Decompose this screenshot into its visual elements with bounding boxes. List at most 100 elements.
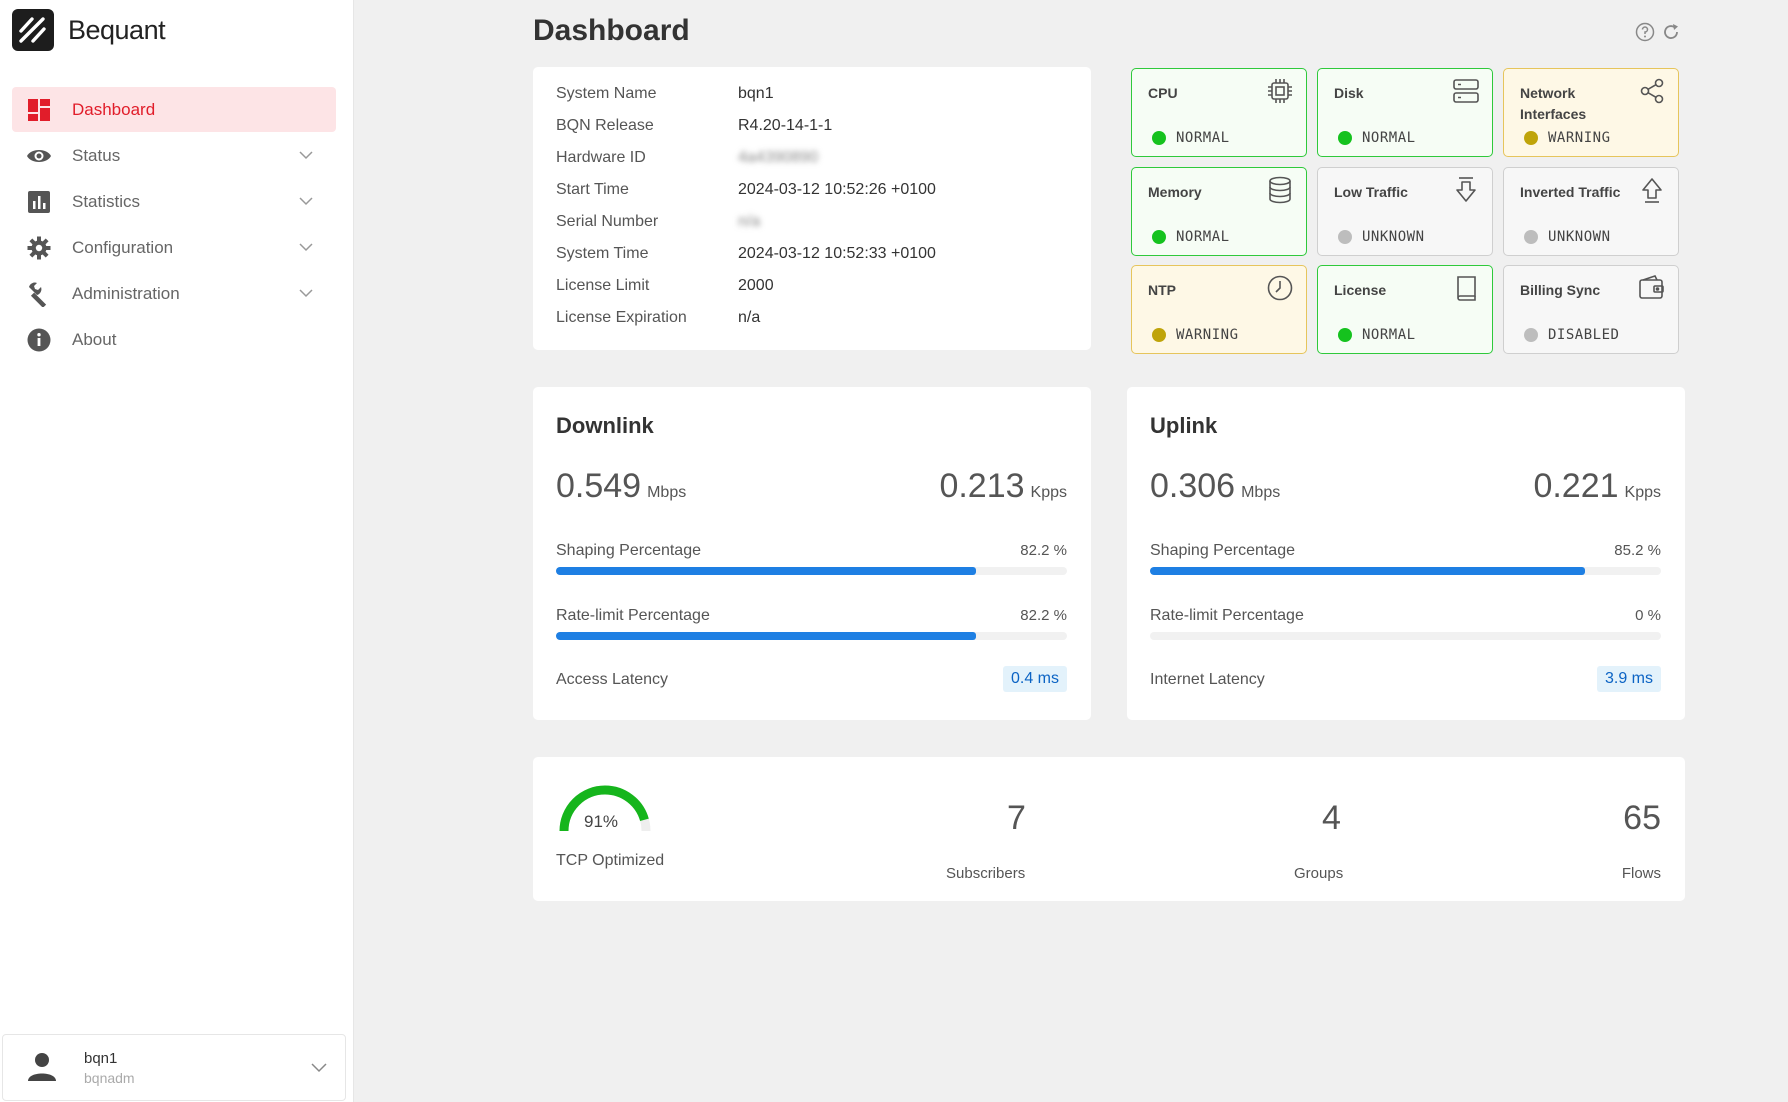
uplink-ratelimit-bar: [1150, 632, 1661, 640]
info-key: License Limit: [556, 277, 650, 294]
flows-label: Flows: [1621, 865, 1661, 882]
status-tile-ntp[interactable]: NTP WARNING: [1131, 265, 1307, 354]
uplink-shaping-bar-fill: [1150, 567, 1586, 575]
uplink-card: Uplink 0.306 Mbps 0.221 Kpps Shaping Perce…: [1127, 387, 1685, 720]
status-text: NORMAL: [1362, 327, 1416, 343]
info-value: 2024-03-12 10:52:33 +0100: [738, 245, 936, 262]
downlink-shaping-bar-fill: [556, 567, 977, 575]
info-value: n/a: [738, 213, 761, 230]
tcp-optimized-value: 91%: [584, 812, 619, 831]
info-value: 4a4390890: [738, 149, 819, 166]
downlink-title: Downlink: [556, 413, 654, 438]
chevron-down-icon[interactable]: [296, 237, 316, 257]
user-menu[interactable]: bqn1 bqnadm: [2, 1034, 346, 1101]
brand-logo[interactable]: Bequant: [12, 9, 166, 51]
downlink-shaping-value: 82.2 %: [1020, 542, 1067, 559]
status-tile-inverted-traffic[interactable]: Inverted Traffic UNKNOWN: [1503, 167, 1679, 256]
status-text: NORMAL: [1176, 130, 1230, 146]
sidebar-item-configuration[interactable]: Configuration: [12, 225, 336, 270]
share-icon: [1638, 77, 1666, 105]
status-text: NORMAL: [1362, 130, 1416, 146]
status-dot: [1152, 230, 1166, 244]
chevron-down-icon[interactable]: [296, 191, 316, 211]
status-tile-status: UNKNOWN: [1338, 229, 1425, 245]
downlink-throughput: 0.549 Mbps: [556, 467, 687, 505]
help-icon[interactable]: [1635, 22, 1655, 47]
status-tile-status: WARNING: [1524, 130, 1611, 146]
status-tile-license[interactable]: License NORMAL: [1317, 265, 1493, 354]
clock-icon: [1266, 274, 1294, 302]
brand-name: Bequant: [68, 14, 166, 45]
sidebar-item-about[interactable]: About: [12, 317, 336, 362]
uplink-ratelimit-label: Rate-limit Percentage: [1150, 607, 1304, 624]
downlink-latency-badge: 0.4 ms: [1002, 666, 1067, 692]
page-title: Dashboard: [533, 14, 690, 47]
downlink-ratelimit-label: Rate-limit Percentage: [556, 607, 710, 624]
status-tile-disk[interactable]: Disk NORMAL: [1317, 68, 1493, 157]
status-tile-status: NORMAL: [1338, 130, 1416, 146]
status-tile-status: NORMAL: [1152, 229, 1230, 245]
uplink-ratelimit-value: 0 %: [1635, 607, 1661, 624]
uplink-title: Uplink: [1150, 413, 1218, 438]
status-tile-status: UNKNOWN: [1524, 229, 1611, 245]
status-dot: [1338, 131, 1352, 145]
status-tile-network-interfaces[interactable]: Network Interfaces WARNING: [1503, 68, 1679, 157]
info-value: 2000: [738, 277, 774, 294]
cpu-icon: [1266, 77, 1294, 105]
groups-label: Groups: [1294, 865, 1344, 882]
sidebar-item-dashboard[interactable]: Dashboard: [12, 87, 336, 132]
uplink-shaping-value: 85.2 %: [1614, 542, 1661, 559]
uplink-shaping-label: Shaping Percentage: [1150, 542, 1295, 559]
database-icon: [1266, 176, 1294, 204]
status-tile-cpu[interactable]: CPU NORMAL: [1131, 68, 1307, 157]
chevron-down-icon[interactable]: [296, 283, 316, 303]
status-text: UNKNOWN: [1362, 229, 1425, 245]
uplink-latency-badge: 3.9 ms: [1596, 666, 1661, 692]
info-key: System Time: [556, 245, 649, 262]
status-text: UNKNOWN: [1548, 229, 1611, 245]
status-dot: [1152, 131, 1166, 145]
status-tile-status: NORMAL: [1152, 130, 1230, 146]
wallet-icon: [1638, 274, 1666, 302]
info-icon: [26, 327, 52, 353]
info-key: System Name: [556, 85, 657, 102]
chevron-down-icon[interactable]: [296, 145, 316, 165]
downlink-card: Downlink 0.549 Mbps 0.213 Kpps Shaping Per…: [533, 387, 1091, 720]
groups-count: 4: [1322, 799, 1341, 837]
book-icon: [1452, 274, 1480, 302]
status-tile-status: DISABLED: [1524, 327, 1619, 343]
wrench-icon: [26, 281, 52, 307]
dashboard-icon: [26, 97, 52, 123]
sidebar-item-statistics[interactable]: Statistics: [12, 179, 336, 224]
status-tile-name: CPU: [1148, 85, 1178, 101]
subscribers-label: Subscribers: [946, 865, 1026, 882]
sidebar-item-status[interactable]: Status: [12, 133, 336, 178]
summary-card: 91% TCP Optimized 7 Subscribers 4 Groups…: [533, 757, 1685, 901]
status-tile-billing-sync[interactable]: Billing Sync DISABLED: [1503, 265, 1679, 354]
refresh-icon[interactable]: [1661, 22, 1681, 47]
status-text: WARNING: [1548, 130, 1611, 146]
downlink-ratelimit-value: 82.2 %: [1020, 607, 1067, 624]
status-tile-name: Network Interfaces: [1520, 85, 1587, 122]
status-text: DISABLED: [1548, 327, 1620, 343]
chevron-down-icon[interactable]: [309, 1057, 329, 1082]
user-role: bqnadm: [84, 1070, 135, 1086]
status-tile-name: Memory: [1148, 184, 1202, 200]
status-tile-low-traffic[interactable]: Low Traffic UNKNOWN: [1317, 167, 1493, 256]
header-actions: [1635, 22, 1681, 47]
gear-icon: [26, 235, 52, 261]
tcp-optimized-gauge: [559, 785, 651, 832]
info-key: Hardware ID: [556, 149, 646, 166]
status-tile-name: Inverted Traffic: [1520, 184, 1621, 200]
status-dot: [1338, 230, 1352, 244]
sidebar-item-administration[interactable]: Administration: [12, 271, 336, 316]
tcp-optimized-label: TCP Optimized: [556, 852, 665, 869]
info-value: n/a: [738, 309, 761, 326]
downlink-shaping-label: Shaping Percentage: [556, 542, 701, 559]
tcp-optimized-gauge-fill: [559, 785, 651, 832]
subscribers-count: 7: [1007, 799, 1026, 837]
status-tile-memory[interactable]: Memory NORMAL: [1131, 167, 1307, 256]
sidebar: Bequant Dashboard Status Statistics: [0, 0, 354, 1102]
status-dot: [1524, 131, 1538, 145]
sidebar-item-label: Dashboard: [72, 99, 156, 119]
